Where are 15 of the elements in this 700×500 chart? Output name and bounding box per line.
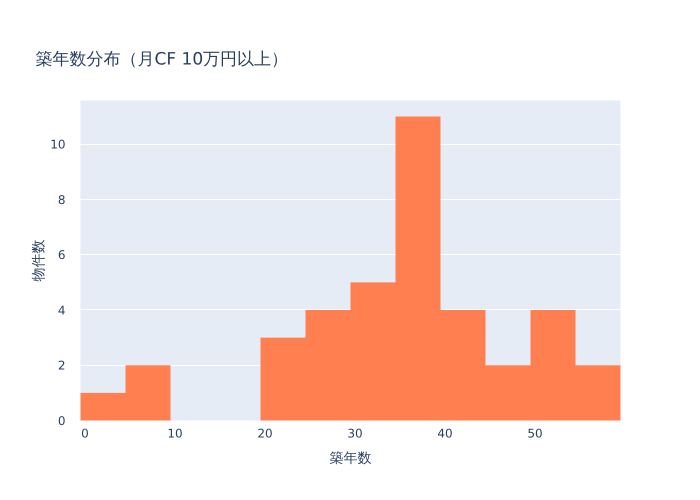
- y-tick-label: 10: [50, 138, 66, 152]
- y-tick-label: 4: [58, 303, 66, 318]
- x-axis-title: 築年数: [330, 450, 372, 466]
- y-tick-label: 2: [58, 358, 66, 373]
- x-tick-label: 40: [437, 426, 453, 440]
- x-tick-label: 10: [167, 426, 183, 440]
- x-tick-label: 0: [81, 426, 89, 440]
- y-tick-label: 0: [58, 414, 66, 428]
- x-tick-label: 30: [347, 426, 363, 440]
- y-tick-label: 8: [58, 192, 66, 207]
- chart-title: 築年数分布（月CF 10万円以上）: [36, 50, 288, 70]
- x-tick-label: 50: [527, 426, 543, 440]
- x-tick-label: 20: [257, 426, 273, 440]
- y-tick-label: 6: [58, 248, 66, 262]
- y-axis-title: 物件数: [31, 240, 48, 282]
